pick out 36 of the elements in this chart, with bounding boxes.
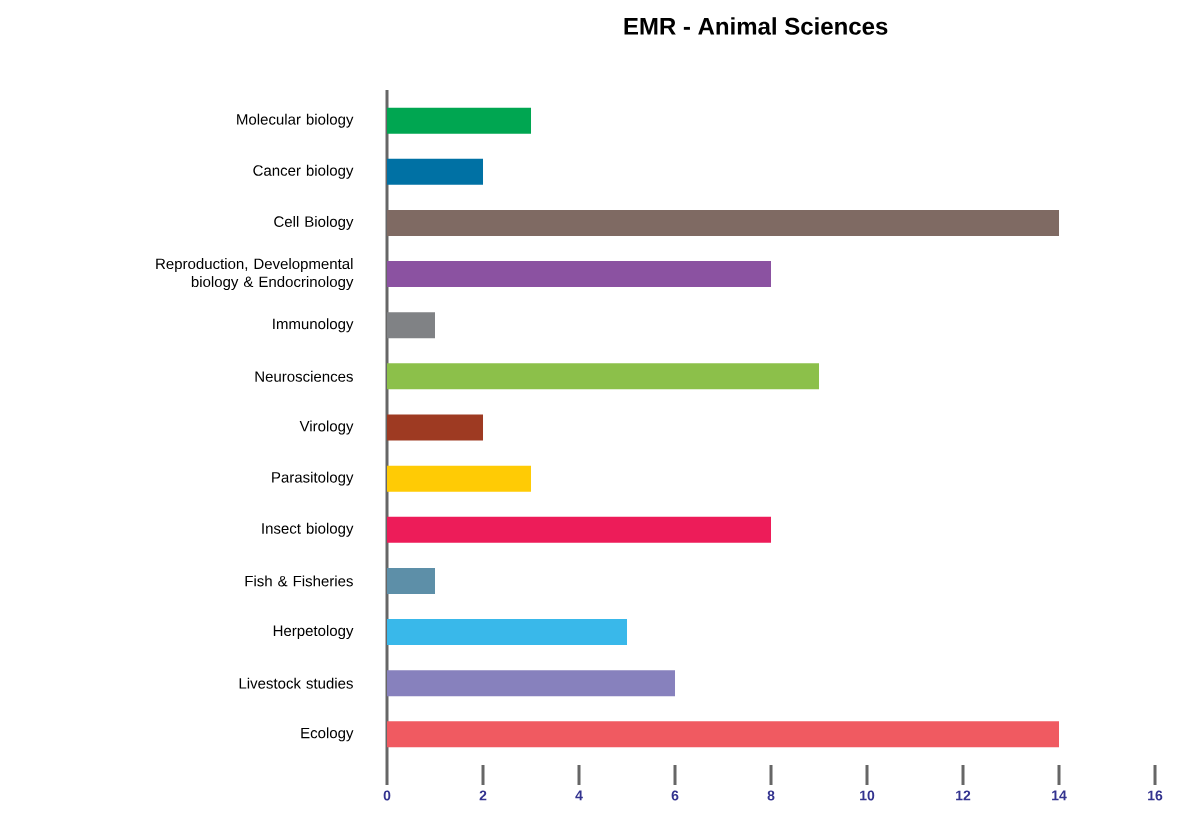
bar [387,516,772,543]
x-tick-label: 0 [383,790,391,801]
bar [387,261,772,288]
y-tick-label: Fish & Fisheries [245,575,353,587]
x-tick-label: 8 [767,790,775,801]
x-tick-label: 6 [671,790,679,801]
bar [387,619,628,646]
chart-title: EMR - Animal Sciences [624,17,888,35]
x-tick-label: 14 [1052,790,1067,801]
y-tick-label: Immunology [273,318,354,333]
x-tick-label: 12 [956,790,971,801]
x-tick-label: 16 [1148,790,1163,801]
bar [387,107,532,134]
bar [387,209,1060,236]
y-tick-label: Cancer biology [253,164,354,179]
y-tick-label: Livestock studies [239,677,353,689]
y-tick-label: Reproduction, Developmental biology & Endocrinology [156,258,354,291]
y-tick-label: Parasitology [272,471,354,486]
bar [387,312,436,339]
y-tick-label: Cell Biology [274,215,354,230]
x-tick-label: 4 [575,790,583,801]
bar [387,414,484,441]
y-tick-label: Molecular biology [237,113,354,128]
y-tick-label: Ecology [301,727,354,742]
bar [387,567,436,594]
y-tick-label: Herpetology [273,625,354,640]
y-tick-label: Virology [299,420,354,435]
y-tick-label: Neurosciences [255,370,353,382]
bar [387,721,1060,748]
x-tick-label: 10 [860,790,875,801]
bar [387,158,484,185]
bar [387,363,820,390]
bar [387,670,676,697]
y-tick-label: Insect biology [262,522,354,537]
x-tick-label: 2 [479,790,487,801]
bar [387,465,532,492]
